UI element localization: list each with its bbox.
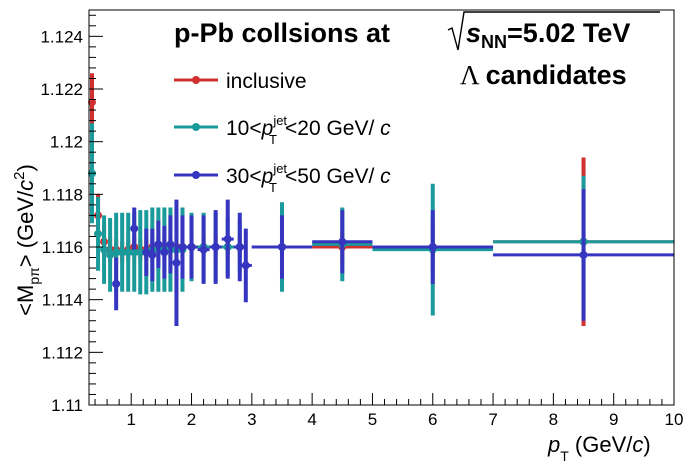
y-axis-title-close: ) [13, 164, 38, 171]
legend-30-50-sup: jet [272, 161, 287, 176]
y-tick-label: 1.112 [42, 343, 83, 362]
legend-30-50-hi: <50 GeV/ [285, 165, 380, 188]
legend-label-30-50: 30<pjet T <50 GeV/ c [226, 161, 391, 195]
data-point [124, 248, 133, 257]
plot-frame [88, 9, 675, 406]
x-axis-title-close: ) [643, 432, 650, 457]
legend-label-inclusive: inclusive [226, 70, 307, 93]
legend-10-20-sup: jet [272, 113, 287, 128]
y-axis-title-c: c [13, 180, 38, 191]
legend-item-inclusive: inclusive [174, 70, 307, 93]
energy-symbol: s [466, 18, 481, 48]
y-tick-label: 1.124 [40, 27, 83, 46]
axes: 1 2 3 4 5 6 7 8 9 10 1.11 1.112 1.114 1.116 1.118 1.12 1… [40, 9, 684, 429]
legend-10-20-c: c [380, 117, 391, 140]
x-axis-title-sub: T [560, 448, 569, 464]
plot-area [88, 73, 674, 326]
x-tick-label: 7 [488, 410, 497, 429]
y-tick-label: 1.118 [42, 185, 83, 204]
data-point [118, 248, 127, 257]
legend-30-50-c: c [380, 165, 391, 188]
x-axis-title-c: c [632, 432, 643, 457]
data-point [277, 243, 286, 251]
data-point [187, 243, 196, 251]
legend-label-10-20: 10<pjet T <20 GeV/ c [226, 113, 391, 147]
y-axis-title-sub: pπ [26, 267, 42, 285]
lambda-symbol: Λ [460, 60, 480, 90]
legend-10-20-lo: 10< [226, 117, 262, 140]
chart-title: p-Pb collsions at [174, 18, 390, 48]
data-point [148, 250, 157, 259]
energy-sub: NN [481, 32, 507, 52]
data-point [160, 248, 169, 257]
y-tick-label: 1.122 [40, 80, 83, 99]
data-point [100, 245, 109, 254]
legend-10-20-sub: T [269, 132, 277, 147]
x-tick-label: 2 [187, 410, 196, 429]
legend-marker-inclusive [192, 76, 200, 84]
data-point [130, 224, 139, 233]
data-point [199, 245, 208, 254]
series-2 [112, 189, 674, 326]
legend-30-50-sub: T [269, 180, 277, 195]
y-tick-label: 1.11 [51, 396, 83, 415]
data-point [338, 237, 347, 246]
data-point [142, 248, 151, 257]
data-point [428, 243, 437, 251]
x-tick-label: 3 [247, 410, 256, 429]
energy-label: sNN=5.02 TeV [466, 18, 630, 52]
y-tick-label: 1.116 [42, 238, 83, 257]
x-axis-title-unit: (GeV/ [569, 432, 633, 457]
x-axis-title-main: p [547, 432, 560, 457]
data-point [106, 250, 115, 259]
data-point [166, 240, 175, 249]
legend-marker-30-50 [192, 171, 200, 179]
data-point [579, 250, 588, 259]
data-point [235, 243, 244, 251]
y-axis-title-pre: <M [13, 285, 38, 316]
y-tick-label: 1.12 [50, 133, 83, 152]
y-tick-label: 1.114 [42, 291, 83, 310]
legend-marker-10-20 [192, 123, 200, 131]
data-point [223, 235, 232, 244]
legend-30-50-lo: 30< [226, 165, 262, 188]
x-axis-title: pT (GeV/c) [547, 432, 651, 464]
y-axis-title: <Mpπ> (GeV/c2) [11, 164, 42, 316]
data-point [178, 243, 187, 251]
x-tick-label: 9 [609, 410, 618, 429]
data-point [241, 261, 250, 270]
legend: inclusive 10<pjet T <20 GeV/ c 30<pjet T <50… [174, 70, 391, 195]
legend-item-30-50: 30<pjet T <50 GeV/ c [174, 161, 391, 195]
x-tick-label: 8 [549, 410, 558, 429]
x-tick-label: 5 [368, 410, 377, 429]
sqrt-symbol [447, 11, 660, 51]
subtitle-text: candidates [486, 60, 627, 90]
data-point [112, 279, 121, 288]
x-tick-label: 10 [665, 410, 684, 429]
x-tick-label: 6 [428, 410, 437, 429]
legend-30-50-p: p [261, 165, 274, 188]
x-tick-label: 1 [126, 410, 135, 429]
data-point [211, 243, 220, 251]
legend-item-10-20: 10<pjet T <20 GeV/ c [174, 113, 391, 147]
y-axis-title-sup: 2 [11, 171, 28, 179]
energy-value: =5.02 TeV [507, 18, 630, 48]
data-point [172, 258, 181, 267]
y-axis-title-post: > (GeV/ [13, 190, 38, 267]
data-point [154, 240, 163, 249]
data-point [94, 229, 103, 238]
legend-10-20-hi: <20 GeV/ [285, 117, 380, 140]
data-point [112, 248, 121, 257]
data-point [130, 248, 139, 257]
legend-10-20-p: p [261, 117, 274, 140]
data-point [136, 248, 145, 257]
data-point [88, 98, 97, 107]
x-tick-label: 4 [307, 410, 316, 429]
